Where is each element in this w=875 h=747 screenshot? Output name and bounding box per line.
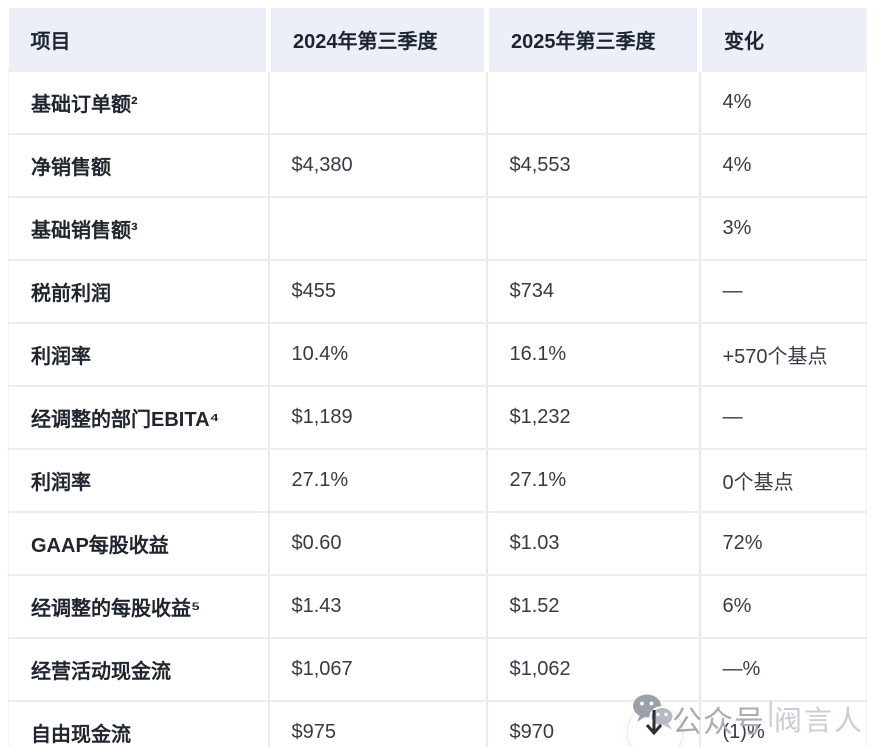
financial-summary-table-wrap: 项目 2024年第三季度 2025年第三季度 变化 基础订单额² 4% 净销售额 $4… xyxy=(8,8,867,747)
cell-change: — xyxy=(699,260,867,324)
cell-q3-2024: $975 xyxy=(268,701,488,747)
row-label: 基础销售额³ xyxy=(8,197,270,261)
header-q3-2025: 2025年第三季度 xyxy=(486,8,702,72)
cell-change: 3% xyxy=(699,197,867,261)
cell-q3-2025 xyxy=(486,71,701,135)
table-row: 基础订单额² 4% xyxy=(8,71,867,135)
cell-q3-2025: $1.03 xyxy=(486,512,701,576)
cell-q3-2024: 27.1% xyxy=(268,449,488,513)
cell-q3-2025: 16.1% xyxy=(486,323,701,387)
table-row: 利润率 27.1% 27.1% 0个基点 xyxy=(8,449,867,513)
cell-q3-2024 xyxy=(268,197,488,261)
table-row: 税前利润 $455 $734— xyxy=(8,260,867,324)
financial-summary-table: 项目 2024年第三季度 2025年第三季度 变化 基础订单额² 4% 净销售额 $4… xyxy=(8,8,867,747)
cell-change: 4% xyxy=(699,134,867,198)
table-row: 自由现金流 $975 $970 (1)% xyxy=(8,701,867,747)
header-q3-2024: 2024年第三季度 xyxy=(268,8,489,72)
table-row: 经调整的部门EBITA⁴ $1,189 $1,232— xyxy=(8,386,867,450)
header-change: 变化 xyxy=(699,8,867,72)
table-row: 经调整的每股收益⁵ $1.43 $1.52 6% xyxy=(8,575,867,639)
cell-q3-2025: $734 xyxy=(486,260,701,324)
cell-change: +570个基点 xyxy=(699,323,867,387)
row-label: 经调整的部门EBITA⁴ xyxy=(8,386,270,450)
cell-q3-2025: 27.1% xyxy=(486,449,701,513)
cell-change: —% xyxy=(699,638,867,702)
row-label: 基础订单额² xyxy=(8,71,270,135)
row-label: 利润率 xyxy=(8,449,270,513)
cell-q3-2024 xyxy=(268,71,488,135)
header-item: 项目 xyxy=(8,8,271,72)
cell-change: 0个基点 xyxy=(699,449,867,513)
cell-change: 72% xyxy=(699,512,867,576)
cell-q3-2024: $4,380 xyxy=(268,134,488,198)
cell-q3-2024: 10.4% xyxy=(268,323,488,387)
cell-q3-2024: $455 xyxy=(268,260,488,324)
cell-q3-2025: $4,553 xyxy=(486,134,701,198)
row-label: 自由现金流 xyxy=(8,701,270,747)
table-row: 净销售额 $4,380 $4,553 4% xyxy=(8,134,867,198)
cell-q3-2025: $1.52 xyxy=(486,575,701,639)
row-label: 净销售额 xyxy=(8,134,270,198)
header-row: 项目 2024年第三季度 2025年第三季度 变化 xyxy=(8,8,867,72)
table-row: 经营活动现金流 $1,067 $1,062 —% xyxy=(8,638,867,702)
cell-change: (1)% xyxy=(699,701,867,747)
table-row: 基础销售额³ 3% xyxy=(8,197,867,261)
cell-q3-2025: $1,232 xyxy=(486,386,701,450)
row-label: GAAP每股收益 xyxy=(8,512,270,576)
row-label: 经营活动现金流 xyxy=(8,638,270,702)
cell-q3-2025: $1,062 xyxy=(486,638,701,702)
table-row: GAAP每股收益 $0.60 $1.03 72% xyxy=(8,512,867,576)
cell-q3-2024: $0.60 xyxy=(268,512,488,576)
row-label: 经调整的每股收益⁵ xyxy=(8,575,270,639)
cell-q3-2024: $1,189 xyxy=(268,386,488,450)
row-label: 利润率 xyxy=(8,323,270,387)
cell-change: 6% xyxy=(699,575,867,639)
cell-change: 4% xyxy=(699,71,867,135)
cell-change: — xyxy=(699,386,867,450)
row-label: 税前利润 xyxy=(8,260,270,324)
table-row: 利润率 10.4% 16.1% +570个基点 xyxy=(8,323,867,387)
cell-q3-2025 xyxy=(486,197,701,261)
cell-q3-2024: $1.43 xyxy=(268,575,488,639)
cell-q3-2024: $1,067 xyxy=(268,638,488,702)
